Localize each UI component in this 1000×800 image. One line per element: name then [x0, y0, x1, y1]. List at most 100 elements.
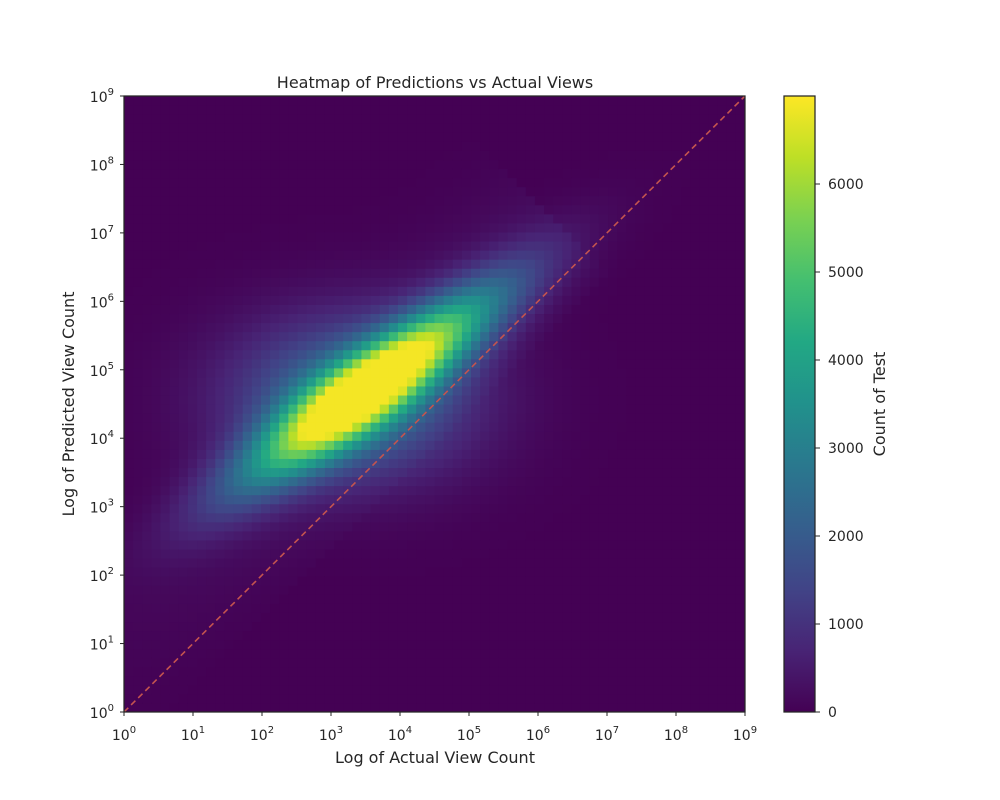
heatmap-cell: [690, 693, 700, 704]
heatmap-cell: [443, 177, 454, 188]
heatmap-cell: [343, 539, 353, 550]
heatmap-cell: [544, 304, 554, 315]
heatmap-cell: [133, 476, 143, 487]
heatmap-cell: [699, 639, 710, 650]
heatmap-cell: [717, 467, 728, 478]
heatmap-cell: [288, 367, 299, 378]
heatmap-cell: [343, 675, 353, 686]
heatmap-cell: [608, 503, 618, 514]
heatmap-cell: [206, 521, 216, 532]
heatmap-cell: [397, 186, 408, 197]
heatmap-cell: [471, 349, 481, 360]
heatmap-cell: [425, 684, 436, 695]
heatmap-cell: [525, 458, 536, 469]
heatmap-cell: [270, 639, 280, 650]
heatmap-cell: [306, 394, 317, 405]
heatmap-cell: [215, 168, 226, 179]
heatmap-cell: [690, 123, 700, 133]
heatmap-cell: [598, 340, 609, 351]
heatmap-cell: [343, 177, 353, 188]
heatmap-cell: [461, 657, 472, 668]
heatmap-cell: [608, 213, 618, 224]
heatmap-cell: [452, 503, 463, 514]
heatmap-cell: [297, 603, 308, 613]
heatmap-cell: [397, 494, 408, 505]
heatmap-cell: [580, 240, 591, 251]
heatmap-cell: [681, 684, 691, 695]
heatmap-cell: [251, 404, 262, 414]
heatmap-cell: [534, 458, 545, 469]
heatmap-cell: [699, 231, 710, 242]
heatmap-cell: [598, 594, 609, 604]
heatmap-cell: [324, 168, 335, 179]
heatmap-cell: [580, 322, 591, 333]
heatmap-cell: [608, 612, 618, 623]
heatmap-cell: [480, 340, 490, 351]
heatmap-cell: [589, 367, 600, 378]
heatmap-cell: [544, 204, 554, 215]
heatmap-cell: [197, 693, 207, 704]
heatmap-cell: [133, 259, 143, 269]
heatmap-cell: [260, 150, 271, 161]
heatmap-cell: [306, 168, 317, 179]
heatmap-cell: [608, 304, 618, 315]
heatmap-cell: [571, 639, 582, 650]
heatmap-cell: [534, 186, 545, 197]
heatmap-cell: [562, 141, 573, 151]
heatmap-cell: [233, 141, 244, 151]
heatmap-cell: [690, 168, 700, 179]
heatmap-cell: [124, 204, 134, 215]
heatmap-cell: [544, 114, 554, 124]
heatmap-cells: [124, 96, 745, 712]
heatmap-cell: [178, 512, 189, 523]
heatmap-cell: [471, 548, 481, 559]
heatmap-cell: [617, 521, 627, 532]
heatmap-cell: [151, 340, 162, 351]
heatmap-cell: [489, 204, 500, 215]
heatmap-cell: [343, 250, 353, 260]
heatmap-cell: [133, 331, 143, 342]
heatmap-cell: [178, 259, 189, 269]
heatmap-cell: [407, 96, 417, 106]
heatmap-cell: [708, 585, 719, 595]
heatmap-cell: [343, 657, 353, 668]
heatmap-cell: [544, 331, 554, 342]
heatmap-cell: [370, 358, 381, 369]
heatmap-cell: [617, 277, 627, 287]
heatmap-cell: [498, 222, 509, 233]
heatmap-cell: [233, 503, 244, 514]
heatmap-cell: [699, 367, 710, 378]
heatmap-cell: [516, 213, 527, 224]
heatmap-cell: [233, 458, 244, 469]
heatmap-cell: [735, 376, 745, 387]
heatmap-cell: [635, 422, 646, 432]
heatmap-cell: [260, 521, 271, 532]
heatmap-cell: [580, 576, 591, 586]
heatmap-cell: [690, 576, 700, 586]
heatmap-cell: [662, 123, 673, 133]
heatmap-cell: [608, 404, 618, 414]
heatmap-cell: [598, 240, 609, 251]
heatmap-cell: [297, 693, 308, 704]
heatmap-cell: [644, 240, 655, 251]
heatmap-cell: [224, 295, 235, 305]
heatmap-cell: [681, 585, 691, 595]
heatmap-cell: [288, 567, 299, 577]
heatmap-cell: [498, 286, 509, 296]
heatmap-cell: [608, 367, 618, 378]
heatmap-cell: [608, 675, 618, 686]
heatmap-cell: [160, 277, 171, 287]
heatmap-cell: [288, 168, 299, 179]
heatmap-cell: [562, 295, 573, 305]
heatmap-cell: [124, 376, 134, 387]
heatmap-cell: [343, 467, 353, 478]
heatmap-cell: [461, 150, 472, 161]
heatmap-cell: [206, 404, 216, 414]
heatmap-cell: [315, 558, 326, 568]
heatmap-cell: [480, 521, 490, 532]
heatmap-cell: [306, 485, 317, 496]
heatmap-cell: [160, 702, 171, 712]
heatmap-cell: [315, 440, 326, 450]
heatmap-cell: [242, 322, 253, 333]
heatmap-cell: [334, 422, 344, 432]
